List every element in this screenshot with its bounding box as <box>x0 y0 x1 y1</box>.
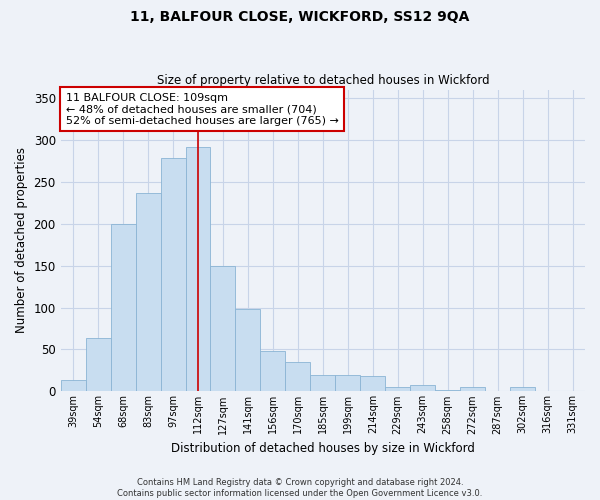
Title: Size of property relative to detached houses in Wickford: Size of property relative to detached ho… <box>157 74 489 87</box>
Bar <box>310 376 335 392</box>
Text: 11, BALFOUR CLOSE, WICKFORD, SS12 9QA: 11, BALFOUR CLOSE, WICKFORD, SS12 9QA <box>130 10 470 24</box>
Bar <box>510 387 535 392</box>
Bar <box>235 309 260 392</box>
Bar <box>211 266 235 392</box>
Bar <box>86 338 110 392</box>
Bar <box>260 351 286 392</box>
Bar <box>435 390 460 392</box>
Bar <box>136 192 161 392</box>
Bar <box>335 374 360 392</box>
Bar <box>161 158 185 392</box>
Bar <box>360 376 385 392</box>
Bar <box>110 224 136 392</box>
Bar <box>61 380 86 392</box>
Bar <box>286 362 310 392</box>
X-axis label: Distribution of detached houses by size in Wickford: Distribution of detached houses by size … <box>171 442 475 455</box>
Text: 11 BALFOUR CLOSE: 109sqm
← 48% of detached houses are smaller (704)
52% of semi-: 11 BALFOUR CLOSE: 109sqm ← 48% of detach… <box>66 92 339 126</box>
Bar <box>385 387 410 392</box>
Bar <box>460 387 485 392</box>
Bar <box>410 384 435 392</box>
Text: Contains HM Land Registry data © Crown copyright and database right 2024.
Contai: Contains HM Land Registry data © Crown c… <box>118 478 482 498</box>
Bar <box>185 148 211 392</box>
Y-axis label: Number of detached properties: Number of detached properties <box>15 148 28 334</box>
